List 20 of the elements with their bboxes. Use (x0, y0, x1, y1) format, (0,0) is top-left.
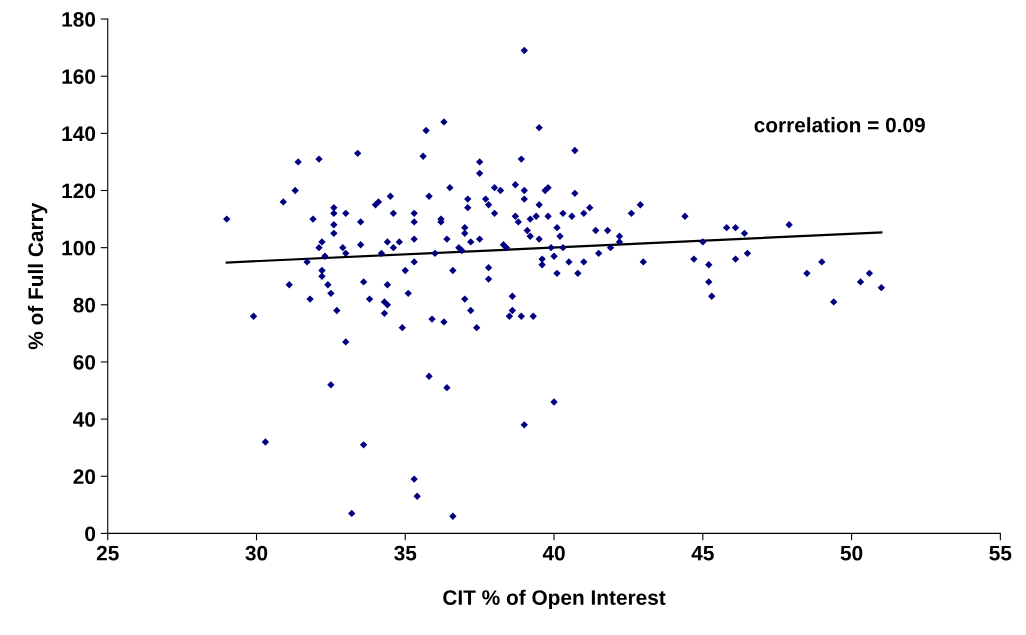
y-tick-label: 100 (62, 240, 96, 256)
y-tick-label: 80 (73, 297, 96, 313)
y-tick-label: 60 (73, 354, 96, 370)
y-tick-label: 20 (73, 469, 96, 484)
x-tick-label: 45 (691, 545, 714, 561)
x-tick-label: 40 (542, 545, 565, 561)
x-tick-label: 35 (394, 545, 417, 561)
y-tick-label: 140 (62, 126, 96, 142)
y-tick-label: 40 (73, 412, 96, 427)
x-axis-title: CIT % of Open Interest (443, 589, 666, 610)
y-tick-label: 0 (85, 526, 96, 542)
y-axis-title: % of Full Carry (27, 202, 48, 350)
x-tick-label: 30 (245, 545, 268, 561)
annotation: correlation = 0.09 (754, 117, 925, 133)
y-tick-label: 120 (62, 183, 96, 199)
y-tick-label: 160 (62, 69, 96, 84)
x-tick-label: 50 (840, 545, 863, 561)
x-tick-label: 55 (989, 545, 1012, 561)
x-tick-label: 25 (96, 545, 119, 561)
y-tick-label: 180 (62, 12, 96, 27)
